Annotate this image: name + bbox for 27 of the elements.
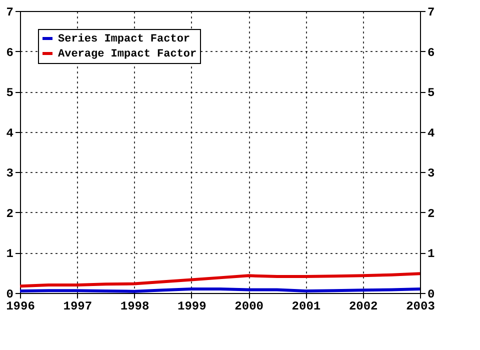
y2-tick-label: 7 <box>428 6 435 20</box>
y-tick-label: 6 <box>6 46 14 60</box>
x-tick-label: 1998 <box>120 300 150 314</box>
y-tick-label: 4 <box>6 126 14 140</box>
y2-tick-label: 0 <box>428 288 435 302</box>
y2-tick-label: 3 <box>428 166 435 181</box>
y-tick-label: 1 <box>6 247 14 262</box>
y-tick-label: 5 <box>6 86 14 100</box>
y2-tick-label: 5 <box>428 86 435 100</box>
y-tick-label: 3 <box>6 166 14 181</box>
line-series <box>18 272 422 288</box>
y-tick-label: 7 <box>6 6 14 20</box>
x-tick-label: 1999 <box>178 300 206 314</box>
y-tick-label: 2 <box>6 206 14 221</box>
y2-tick-label: 1 <box>428 247 435 262</box>
x-tick-label: 2001 <box>292 300 321 314</box>
legend-label: Average Impact Factor <box>58 48 197 60</box>
y2-tick-label: 4 <box>428 126 435 140</box>
legend-label: Series Impact Factor <box>58 34 190 46</box>
y2-tick-label: 6 <box>428 46 435 60</box>
y-tick-label: 0 <box>6 288 14 302</box>
x-tick-label: 2002 <box>348 300 378 314</box>
x-tick-label: 1996 <box>6 300 35 314</box>
x-tick-label: 2000 <box>234 300 264 314</box>
x-tick-label: 1997 <box>63 300 92 314</box>
x-tick-label: 2003 <box>406 300 435 314</box>
y2-tick-label: 2 <box>428 206 435 221</box>
